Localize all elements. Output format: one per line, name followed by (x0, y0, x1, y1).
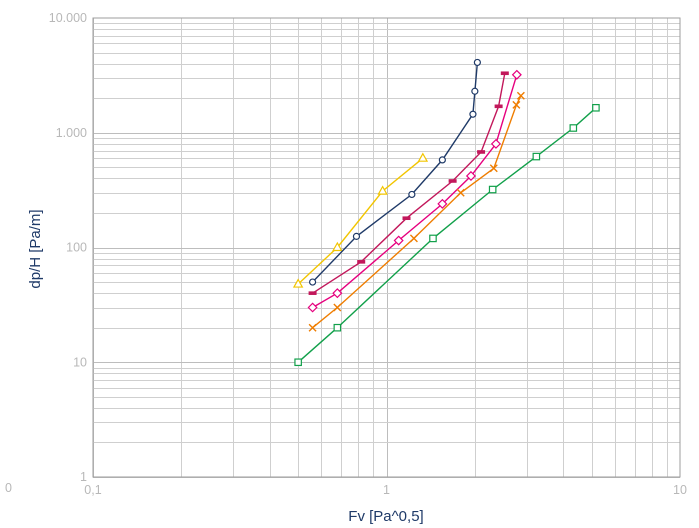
data-point (408, 190, 416, 199)
data-point (332, 241, 343, 252)
data-point (308, 278, 317, 286)
series-line (297, 157, 424, 285)
data-point (429, 234, 437, 243)
data-point (292, 278, 304, 288)
data-point (357, 260, 366, 264)
data-point (500, 71, 509, 76)
data-point (494, 104, 503, 109)
data-point (477, 150, 486, 154)
y-tick-label: 100 (66, 241, 87, 255)
data-point (456, 188, 465, 197)
series-diamond (307, 69, 522, 313)
series-dash (308, 71, 509, 295)
data-point (473, 58, 481, 67)
data-point (465, 170, 477, 182)
y-tick-label: 1.000 (56, 126, 87, 140)
y-axis-title: dp/H [Pa/m] (27, 209, 44, 288)
data-point (308, 323, 317, 332)
series-square (294, 103, 600, 367)
y-tick-label: 10 (73, 355, 87, 369)
data-point (511, 69, 522, 80)
series-x (308, 91, 525, 332)
grid (93, 18, 680, 478)
data-point (488, 185, 497, 194)
x-tick-label: 1 (383, 483, 390, 497)
x-axis-title: Fv [Pa^0,5] (348, 508, 423, 525)
series-line (297, 107, 597, 363)
data-point (569, 124, 578, 132)
data-point (352, 232, 361, 240)
data-point (490, 138, 501, 149)
series-circle (308, 58, 481, 286)
x-tick-label: 0,1 (84, 483, 101, 497)
data-point (448, 179, 457, 183)
x-tick-label: 10 (673, 483, 687, 497)
data-point (393, 235, 404, 246)
data-point (469, 110, 477, 118)
data-point (489, 164, 498, 173)
data-point (417, 152, 429, 162)
origin-tick-label: 0 (5, 481, 12, 495)
data-point (512, 100, 521, 109)
data-point (402, 216, 411, 221)
data-point (592, 103, 600, 112)
data-point (308, 291, 317, 295)
series-triangle (292, 152, 429, 288)
series-layer (292, 58, 600, 367)
data-point (294, 358, 302, 367)
data-point (437, 198, 448, 209)
data-point (438, 156, 446, 164)
data-point (333, 303, 342, 312)
data-point (332, 288, 343, 299)
data-point (333, 323, 342, 332)
data-point (532, 152, 541, 161)
data-point (409, 234, 418, 243)
data-point (471, 87, 479, 95)
y-tick-label: 10.000 (49, 11, 87, 25)
data-point (307, 302, 318, 313)
data-point (516, 91, 525, 100)
y-tick-label: 1 (80, 470, 87, 484)
data-point (377, 185, 388, 195)
plot-frame (92, 17, 681, 478)
